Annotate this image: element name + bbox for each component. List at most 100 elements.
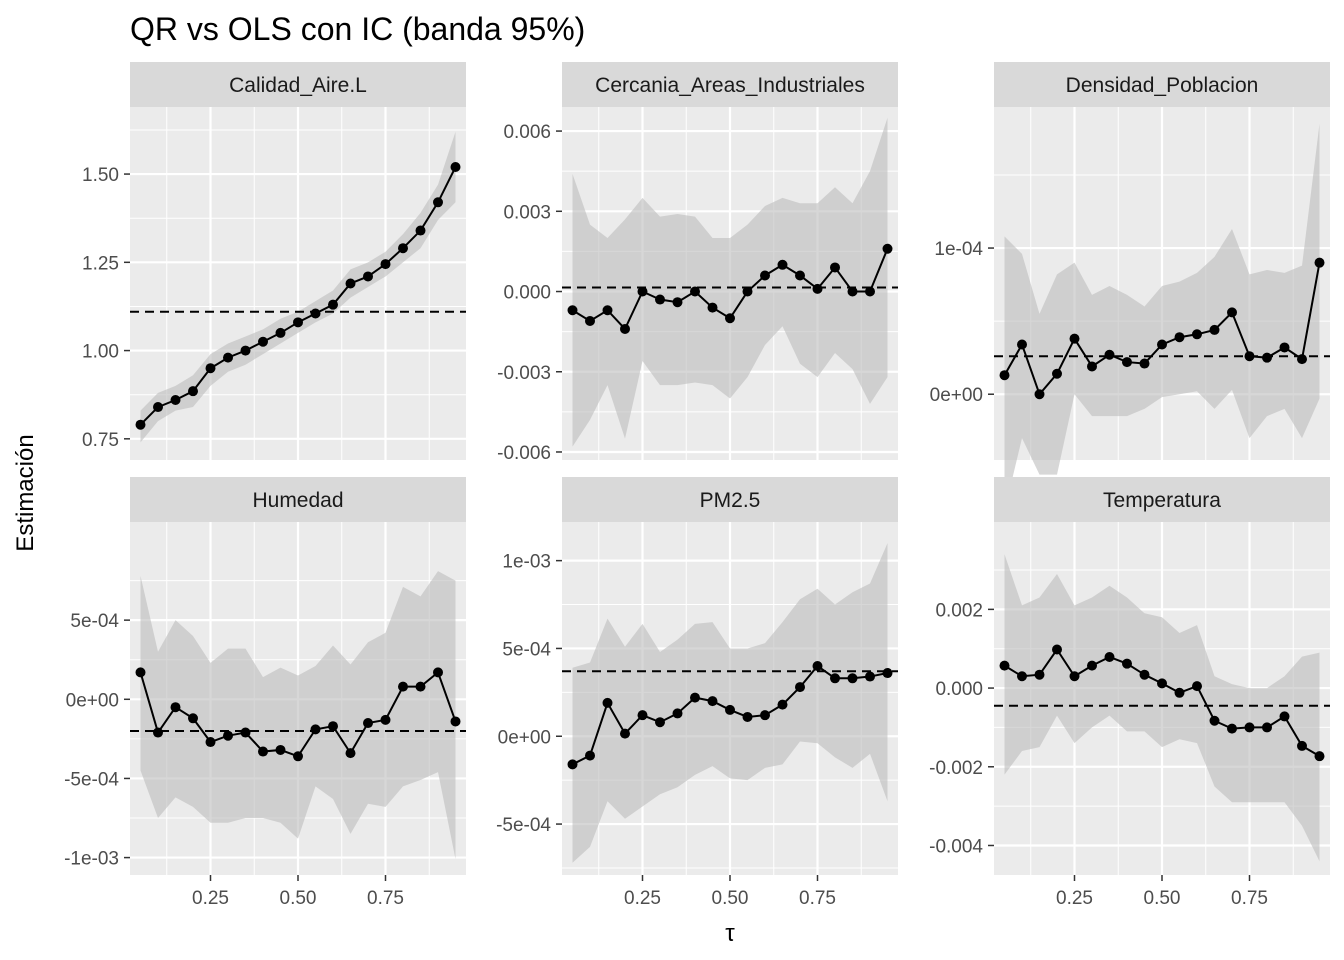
facet-panel: PM2.5 -5e-04 0e+00 5e-04 1e-03 0.25 0.50 0.75 [496, 477, 898, 909]
estimate-point [795, 270, 805, 281]
estimate-point [1209, 715, 1220, 726]
x-tick-label: 0.50 [1144, 888, 1181, 909]
estimate-point [707, 696, 718, 707]
estimate-point [205, 363, 216, 374]
estimate-point [1139, 358, 1150, 369]
y-tick-label: 0.002 [935, 600, 983, 621]
strip-label: Temperatura [1103, 489, 1221, 512]
ci-band [1004, 554, 1320, 862]
y-tick-label: 0e+00 [66, 690, 119, 711]
estimate-point [637, 710, 648, 721]
strip-label: PM2.5 [700, 489, 761, 512]
estimate-point [223, 352, 233, 363]
y-tick-label: 1.00 [82, 342, 119, 363]
estimate-point [275, 744, 286, 755]
estimate-point [310, 308, 321, 319]
estimate-point [398, 243, 408, 254]
y-tick-label: 5e-04 [70, 611, 119, 632]
strip-background [562, 477, 898, 522]
estimate-point [1244, 351, 1255, 362]
estimate-point [690, 692, 700, 703]
estimate-point [205, 737, 216, 748]
panels: Calidad_Aire.L 0.75 1.00 1.25 1.50 Cercania_A… [64, 62, 1330, 909]
facet-panel: Temperatura -0.004 -0.002 0.000 0.002 0.25 0.5… [929, 477, 1330, 909]
estimate-point [1087, 660, 1097, 671]
estimate-point [1174, 332, 1185, 343]
estimate-point [725, 704, 735, 715]
x-tick-label: 0.50 [712, 888, 749, 909]
y-tick-label: -1e-03 [64, 849, 119, 870]
estimate-point [328, 721, 338, 732]
estimate-point [1279, 342, 1290, 353]
y-tick-label: 0e+00 [498, 727, 551, 748]
estimate-point [1017, 339, 1027, 350]
x-tick-label: 0.25 [1056, 888, 1093, 909]
estimate-point [655, 294, 665, 305]
estimate-point [567, 305, 578, 316]
estimate-point [865, 671, 875, 682]
estimate-point [1157, 678, 1167, 689]
estimate-point [725, 313, 735, 324]
strip-label: Densidad_Poblacion [1066, 74, 1259, 97]
estimate-point [795, 682, 805, 693]
estimate-point [760, 270, 770, 281]
y-tick-label: -5e-04 [64, 769, 119, 790]
estimate-point [620, 323, 630, 334]
estimate-point [1122, 658, 1132, 669]
estimate-point [1052, 644, 1062, 655]
estimate-point [1279, 711, 1290, 722]
estimate-point [1034, 669, 1045, 680]
strip-background [562, 62, 898, 107]
estimate-point [999, 660, 1010, 671]
estimate-point [345, 748, 356, 759]
estimate-point [655, 717, 665, 728]
estimate-point [223, 730, 233, 741]
y-tick-label: 0.003 [503, 202, 551, 223]
estimate-point [135, 667, 146, 678]
estimate-point [1244, 722, 1255, 733]
estimate-point [882, 668, 893, 679]
facet-panel: Cercania_Areas_Industriales -0.006 -0.003 0… [497, 62, 898, 464]
x-tick-label: 0.75 [367, 888, 404, 909]
estimate-point [345, 278, 356, 289]
estimate-point [847, 286, 858, 297]
estimate-point [742, 286, 753, 297]
estimate-point [812, 283, 823, 294]
estimate-point [585, 315, 595, 326]
estimate-point [1034, 389, 1045, 400]
strip-background [994, 477, 1330, 522]
estimate-point [1192, 329, 1202, 340]
estimate-point [1087, 361, 1097, 372]
estimate-point [1297, 354, 1307, 365]
estimate-point [1227, 723, 1237, 734]
estimate-point [1174, 687, 1185, 698]
ci-band [140, 131, 456, 443]
estimate-point [240, 727, 251, 738]
estimate-point [742, 711, 753, 722]
estimate-point [275, 327, 286, 338]
estimate-point [672, 708, 683, 719]
estimate-point [777, 259, 788, 270]
estimate-point [310, 724, 321, 735]
estimate-point [865, 286, 875, 297]
estimate-point [433, 197, 443, 208]
estimate-point [188, 713, 198, 724]
estimate-point [258, 746, 268, 757]
estimate-point [620, 728, 630, 739]
strip-label: Humedad [252, 489, 343, 512]
strip-background [130, 62, 466, 107]
strip-background [130, 477, 466, 522]
y-tick-label: 0.75 [82, 430, 119, 451]
y-tick-label: -0.003 [497, 363, 551, 384]
x-tick-label: 0.50 [280, 888, 317, 909]
estimate-point [135, 419, 146, 430]
estimate-point [1139, 669, 1150, 680]
estimate-point [380, 714, 391, 725]
estimate-point [1069, 671, 1080, 682]
y-axis-title: Estimación [12, 434, 39, 551]
estimate-point [637, 286, 648, 297]
estimate-point [830, 673, 840, 684]
estimate-point [398, 681, 408, 692]
x-tick-label: 0.75 [1231, 888, 1268, 909]
estimate-point [830, 262, 840, 273]
